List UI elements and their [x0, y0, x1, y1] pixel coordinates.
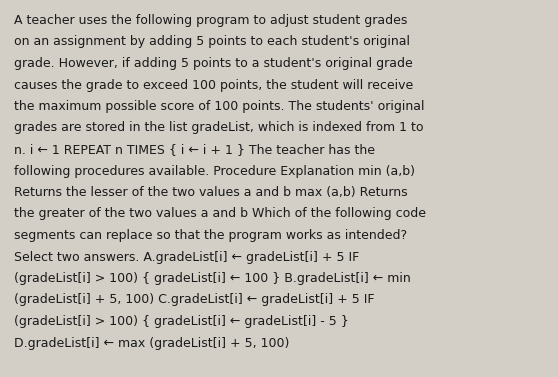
- Text: grades are stored in the list gradeList, which is indexed from 1 to: grades are stored in the list gradeList,…: [14, 121, 424, 135]
- Text: grade. However, if adding 5 points to a student's original grade: grade. However, if adding 5 points to a …: [14, 57, 413, 70]
- Text: following procedures available. Procedure Explanation min (a,b): following procedures available. Procedur…: [14, 164, 415, 178]
- Text: causes the grade to exceed 100 points, the student will receive: causes the grade to exceed 100 points, t…: [14, 78, 413, 92]
- Text: segments can replace so that the program works as intended?: segments can replace so that the program…: [14, 229, 407, 242]
- Text: A teacher uses the following program to adjust student grades: A teacher uses the following program to …: [14, 14, 407, 27]
- Text: the maximum possible score of 100 points. The students' original: the maximum possible score of 100 points…: [14, 100, 425, 113]
- Text: n. i ← 1 REPEAT n TIMES { i ← i + 1 } The teacher has the: n. i ← 1 REPEAT n TIMES { i ← i + 1 } Th…: [14, 143, 375, 156]
- Text: on an assignment by adding 5 points to each student's original: on an assignment by adding 5 points to e…: [14, 35, 410, 49]
- Text: D.gradeList[i] ← max (gradeList[i] + 5, 100): D.gradeList[i] ← max (gradeList[i] + 5, …: [14, 337, 290, 349]
- Text: the greater of the two values a and b Which of the following code: the greater of the two values a and b Wh…: [14, 207, 426, 221]
- Text: (gradeList[i] > 100) { gradeList[i] ← gradeList[i] - 5 }: (gradeList[i] > 100) { gradeList[i] ← gr…: [14, 315, 349, 328]
- Text: (gradeList[i] + 5, 100) C.gradeList[i] ← gradeList[i] + 5 IF: (gradeList[i] + 5, 100) C.gradeList[i] ←…: [14, 294, 374, 307]
- Text: Select two answers. A.gradeList[i] ← gradeList[i] + 5 IF: Select two answers. A.gradeList[i] ← gra…: [14, 250, 359, 264]
- Text: Returns the lesser of the two values a and b max (a,b) Returns: Returns the lesser of the two values a a…: [14, 186, 408, 199]
- Text: (gradeList[i] > 100) { gradeList[i] ← 100 } B.gradeList[i] ← min: (gradeList[i] > 100) { gradeList[i] ← 10…: [14, 272, 411, 285]
